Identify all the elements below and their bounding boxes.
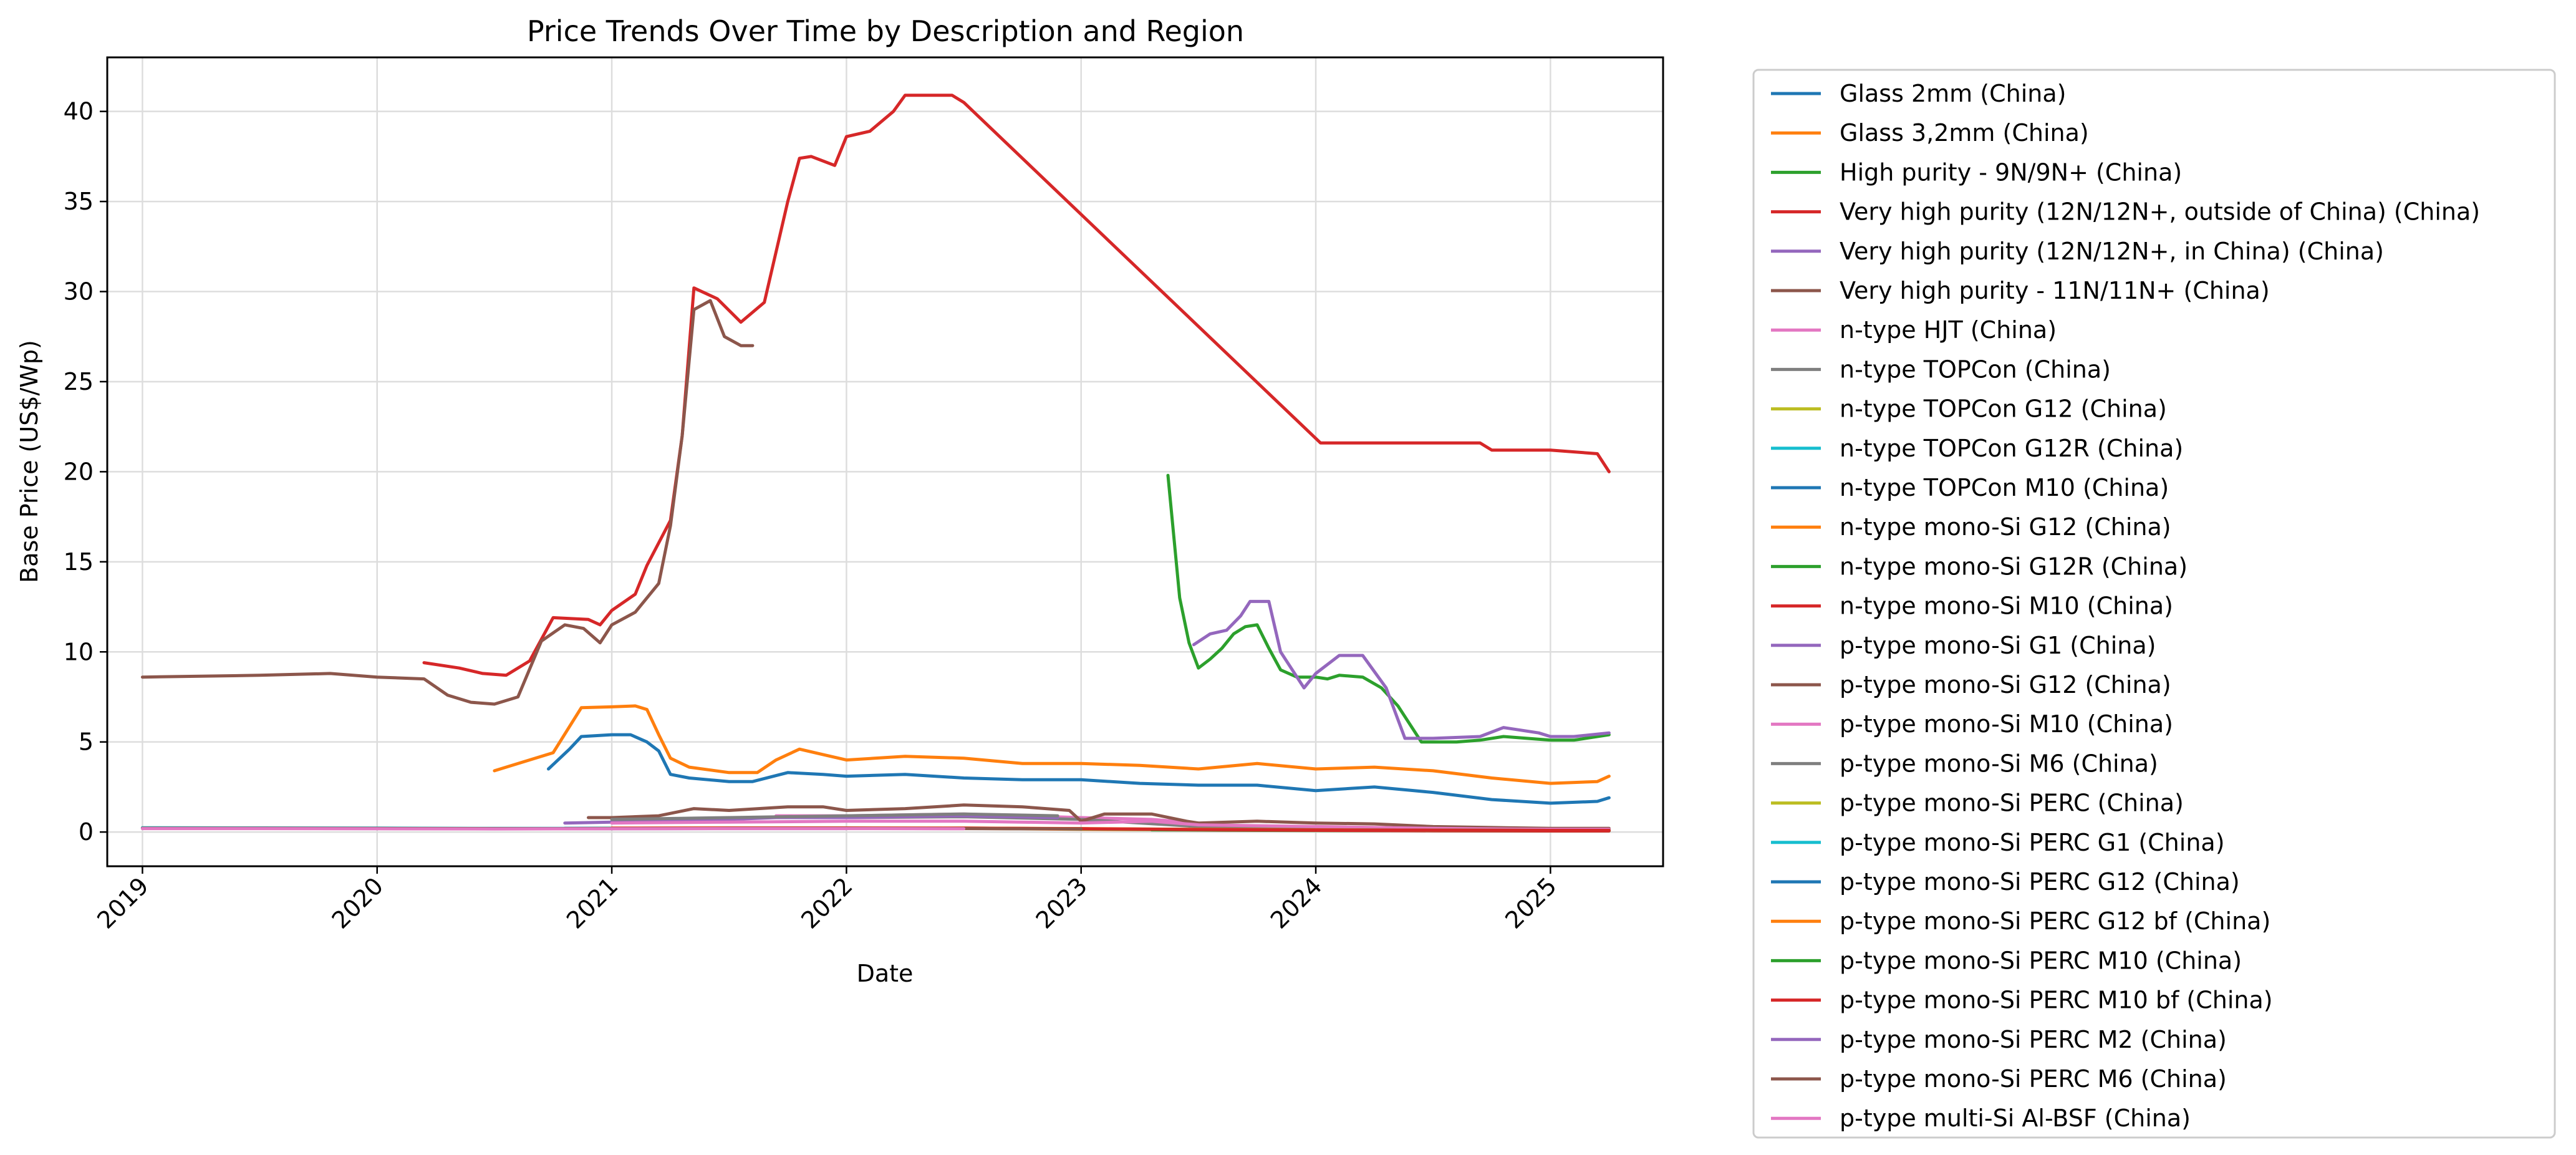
legend: Glass 2mm (China) Glass 3,2mm (China) High… <box>1752 69 2556 1139</box>
y-tick-label: 5 <box>79 728 94 756</box>
series-line <box>547 733 1611 805</box>
legend-label: Very high purity (12N/12N+, outside of C… <box>1840 198 2480 226</box>
legend-label: p-type mono-Si G1 (China) <box>1840 632 2156 659</box>
legend-label: p-type mono-Si PERC G12 (China) <box>1840 868 2240 896</box>
legend-label: n-type mono-Si M10 (China) <box>1840 592 2173 620</box>
series-line <box>587 803 1611 830</box>
x-axis-label: Date <box>857 960 914 987</box>
legend-label: p-type mono-Si PERC M6 (China) <box>1840 1065 2227 1093</box>
legend-entries: Glass 2mm (China) Glass 3,2mm (China) High… <box>1771 80 2480 1132</box>
chart-title: Price Trends Over Time by Description an… <box>527 14 1244 48</box>
legend-label: n-type TOPCon G12R (China) <box>1840 435 2183 462</box>
grid-layer <box>107 57 1663 866</box>
legend-label: p-type mono-Si M10 (China) <box>1840 710 2173 738</box>
legend-label: High purity - 9N/9N+ (China) <box>1840 158 2182 186</box>
y-tick-label: 0 <box>79 818 94 846</box>
legend-label: Very high purity (12N/12N+, in China) (C… <box>1840 238 2384 265</box>
y-tick-label: 15 <box>64 548 94 576</box>
y-tick-label: 40 <box>64 98 94 125</box>
legend-label: n-type mono-Si G12 (China) <box>1840 513 2171 541</box>
legend-label: p-type mono-Si PERC G1 (China) <box>1840 829 2225 856</box>
series-line <box>1192 599 1611 740</box>
legend-label: n-type mono-Si G12R (China) <box>1840 553 2188 580</box>
legend-label: n-type TOPCon M10 (China) <box>1840 474 2169 501</box>
legend-label: Glass 2mm (China) <box>1840 80 2066 107</box>
legend-label: p-type mono-Si PERC M2 (China) <box>1840 1026 2227 1053</box>
legend-label: p-type mono-Si PERC (China) <box>1840 790 2184 817</box>
series-layer <box>140 94 1611 833</box>
series-line <box>140 299 755 706</box>
y-tick-label: 30 <box>64 278 94 306</box>
series-line <box>1166 473 1611 744</box>
y-tick-label: 25 <box>64 368 94 395</box>
y-tick-label: 20 <box>64 458 94 485</box>
y-tick-label: 35 <box>64 188 94 215</box>
legend-label: p-type multi-Si Al-BSF (China) <box>1840 1104 2191 1132</box>
legend-label: p-type mono-Si M6 (China) <box>1840 750 2158 777</box>
legend-label: n-type TOPCon G12 (China) <box>1840 395 2167 423</box>
legend-frame <box>1752 69 2556 1139</box>
legend-label: p-type mono-Si PERC M10 (China) <box>1840 947 2242 974</box>
y-tick-label: 10 <box>64 638 94 665</box>
legend-label: p-type mono-Si PERC M10 bf (China) <box>1840 987 2273 1014</box>
series-line <box>610 812 1059 821</box>
legend-label: Very high purity - 11N/11N+ (China) <box>1840 277 2270 304</box>
plot-area-frame <box>106 56 1664 867</box>
y-axis-label: Base Price (US$/Wp) <box>16 340 43 583</box>
legend-label: n-type TOPCon (China) <box>1840 355 2111 383</box>
legend-label: p-type mono-Si G12 (China) <box>1840 671 2171 698</box>
series-line <box>422 94 1611 677</box>
legend-label: Glass 3,2mm (China) <box>1840 119 2089 147</box>
legend-label: n-type HJT (China) <box>1840 316 2057 344</box>
series-line <box>493 704 1611 785</box>
legend-label: p-type mono-Si PERC G12 bf (China) <box>1840 907 2270 935</box>
